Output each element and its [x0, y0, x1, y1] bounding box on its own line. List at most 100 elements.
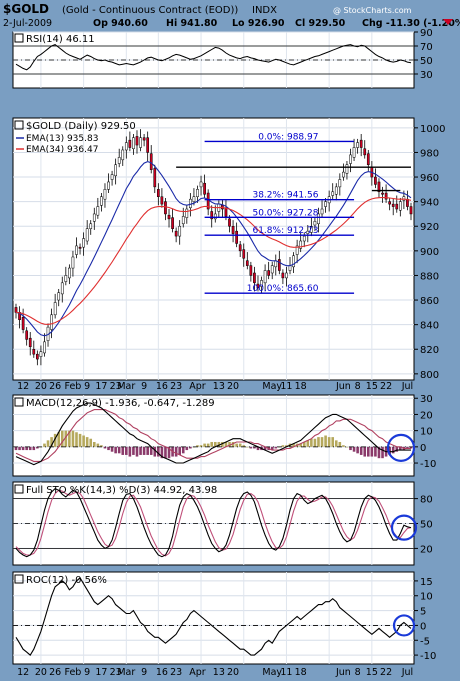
candle-body [114, 164, 117, 177]
fib-label: 61.8%: 912.73 [252, 226, 318, 236]
candle-body [345, 164, 349, 174]
candle-body [82, 238, 85, 248]
macd-histogram-bar [235, 443, 238, 447]
stoch-d-line [15, 489, 412, 557]
macd-histogram-bar [395, 446, 399, 452]
stoch-panel: 80 50 20 Full STO %K(14,3) %D(3) 44.92, 43.… [12, 481, 433, 566]
macd-histogram-bar [238, 443, 242, 447]
candle-body [135, 136, 139, 146]
macd-histogram-bar [274, 446, 278, 449]
x-label-bottom: May [262, 667, 282, 678]
macd-histogram-bar [366, 446, 370, 457]
macd-histogram-bar [121, 446, 125, 455]
macd-histogram-bar [149, 446, 153, 455]
candle-body [242, 249, 246, 259]
macd-histogram-bar [359, 446, 363, 455]
macd-histogram-bar [107, 446, 110, 451]
watermark: @ StockCharts.com [333, 6, 412, 15]
x-label-bottom: Jul [401, 667, 413, 678]
macd-histogram-bar [409, 446, 413, 449]
x-label-top: 13 [213, 381, 225, 392]
y-tick-label: 900 [420, 247, 439, 258]
candle-body [253, 272, 256, 284]
y-tick-label: 70 [420, 42, 433, 53]
x-label-top: Jun [335, 381, 351, 392]
y-tick-label: 30 [420, 394, 433, 405]
macd-histogram-bar [85, 437, 89, 447]
macd-histogram-bar [345, 446, 349, 448]
macd-histogram-bar [320, 437, 324, 447]
x-label-bottom: Mar [117, 667, 135, 678]
macd-histogram-bar [249, 446, 253, 449]
candle-body [100, 196, 103, 206]
candle-body [295, 245, 299, 255]
y-tick-label: 980 [420, 148, 439, 159]
candle-body [302, 235, 306, 242]
contract-name: (Gold - Continuous Contract (EOD)) [62, 5, 238, 16]
stoch-k-line [15, 487, 412, 558]
candle-body [110, 174, 114, 180]
candle-body [89, 223, 93, 229]
quote-change: Chg -11.30 (-1.20%) [362, 18, 460, 29]
candle-body [245, 260, 249, 266]
y-tick-label: -10 [420, 459, 436, 470]
price-label: $GOLD (Daily) 929.50 [26, 121, 136, 132]
candle-body [331, 191, 335, 196]
x-label-bottom: 8 [355, 667, 361, 678]
x-label-top: 20 [227, 381, 239, 392]
macd-histogram-bar [139, 446, 142, 455]
candle-body [267, 270, 271, 276]
fib-label: 0.0%: 988.97 [258, 132, 318, 142]
macd-histogram-bar [352, 446, 356, 452]
fib-label: 50.0%: 927.28 [252, 208, 318, 218]
y-tick-label: 50 [420, 520, 433, 531]
candle-body [299, 240, 303, 249]
macd-histogram-bar [128, 446, 132, 457]
macd-histogram-bar [164, 446, 167, 459]
candle-body [231, 225, 235, 234]
x-label-bottom: 9 [141, 667, 147, 678]
x-label-bottom: 20 [35, 667, 47, 678]
rsi-label: RSI(14) 46.11 [26, 34, 95, 45]
highlight-circle [390, 514, 418, 541]
y-tick-label: 960 [420, 173, 439, 184]
price-panel: 1000 980 960 940 920 900 880 860 840 820 800 0.0%: … [12, 117, 445, 381]
x-label-bottom: 11 [280, 667, 292, 678]
highlight-circle [386, 433, 416, 462]
macd-histogram-bar [18, 446, 21, 451]
exchange: INDX [252, 5, 277, 16]
candle-body [388, 201, 391, 205]
macd-histogram-bar [377, 446, 381, 459]
macd-histogram-bar [302, 441, 306, 447]
macd-histogram-bar [174, 446, 178, 457]
macd-histogram-bar [43, 443, 46, 447]
candle-body [384, 192, 388, 200]
x-label-top: Feb [65, 381, 82, 392]
x-label-bottom: Apr [189, 667, 206, 678]
rsi-panel: 90 70 50 30 RSI(14) 46.11 [12, 28, 433, 89]
x-label-top: 15 [366, 381, 378, 392]
macd-histogram-bar [181, 446, 185, 454]
macd-histogram-bar [135, 446, 139, 457]
candle-body [356, 142, 359, 148]
macd-histogram-bar [153, 446, 157, 457]
macd-histogram-bar [75, 432, 78, 447]
macd-histogram-bar [60, 430, 64, 447]
macd-histogram-bar [399, 446, 402, 451]
candle-body [228, 218, 231, 227]
candle-body [146, 137, 150, 153]
y-tick-label: 820 [420, 345, 439, 356]
y-tick-label: 80 [420, 495, 433, 506]
roc-label: ROC(12) -0.56% [26, 575, 107, 586]
macd-histogram-bar [21, 446, 25, 451]
candle-body [320, 208, 324, 215]
candle-body [285, 272, 288, 279]
candle-body [185, 208, 189, 218]
quote-open: Op 940.60 [93, 18, 148, 29]
macd-histogram-bar [157, 446, 160, 457]
candle-body [260, 280, 263, 287]
candle-body [391, 203, 395, 207]
y-tick-label: 920 [420, 222, 439, 233]
candle-body [363, 148, 367, 156]
